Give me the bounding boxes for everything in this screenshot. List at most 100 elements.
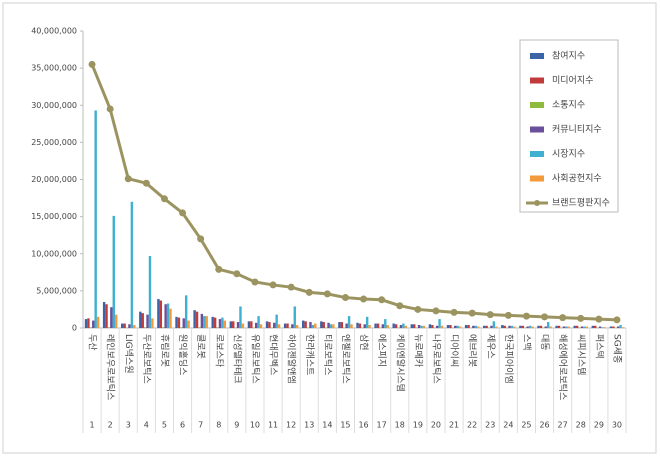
bar <box>539 325 543 328</box>
bar <box>239 306 242 328</box>
x-tick-label: 스맥 <box>521 334 532 351</box>
bar <box>268 322 271 328</box>
bar <box>394 324 398 328</box>
bar <box>133 325 136 328</box>
bar <box>286 323 289 328</box>
bar <box>322 322 325 328</box>
bar <box>573 325 576 328</box>
bar <box>454 325 457 328</box>
bar <box>166 303 170 328</box>
bar <box>446 325 450 328</box>
rank-label: 15 <box>340 421 350 430</box>
legend-label: 브랜드평판지수 <box>552 198 610 209</box>
bar <box>598 326 602 328</box>
x-tick-label: 해성에어로보틱스 <box>557 334 569 400</box>
bar <box>94 110 97 328</box>
y-tick-label: 40,000,000 <box>31 27 77 36</box>
x-tick-label: 에스피지 <box>376 334 387 367</box>
x-tick-label: 퍼스텍 <box>593 334 604 359</box>
bar <box>114 314 118 328</box>
bar <box>143 327 147 328</box>
rank-label: 11 <box>268 421 278 430</box>
bar <box>612 326 615 328</box>
rank-label: 25 <box>521 421 531 430</box>
bar <box>467 325 470 328</box>
rank-label: 3 <box>126 421 131 430</box>
line-point <box>414 305 422 313</box>
bar <box>567 326 570 328</box>
bar <box>575 325 579 328</box>
bar <box>184 295 188 328</box>
y-tick-label: 0 <box>72 324 77 333</box>
rank-label: 1 <box>90 421 95 430</box>
line-point <box>486 311 494 319</box>
bar <box>399 325 403 328</box>
x-tick-label: 휴림로봇 <box>159 334 171 367</box>
bar <box>537 325 540 328</box>
bar <box>327 322 330 328</box>
rank-label: 30 <box>612 421 622 430</box>
bar <box>456 325 459 328</box>
bar <box>87 318 90 328</box>
line-point <box>142 179 150 187</box>
x-tick-label: 한라캐스트 <box>304 334 315 375</box>
legend-swatch <box>530 151 544 157</box>
bar <box>273 322 276 328</box>
bar <box>198 327 201 328</box>
line-point <box>305 288 313 296</box>
bar <box>265 321 269 328</box>
bar <box>583 326 586 328</box>
bar <box>619 325 622 328</box>
legend-label: 사회공헌지수 <box>552 173 602 184</box>
bar <box>200 313 204 328</box>
bar <box>365 316 369 328</box>
bar <box>221 317 224 328</box>
bar <box>314 323 317 328</box>
bar <box>130 201 134 328</box>
bar <box>304 321 307 328</box>
x-tick-label: 제우스 <box>485 334 496 359</box>
y-tick-label: 25,000,000 <box>31 138 77 147</box>
bar <box>236 322 240 328</box>
rank-label: 9 <box>234 421 239 430</box>
rank-label: 26 <box>539 421 549 430</box>
line-point <box>124 175 132 183</box>
rank-label: 4 <box>144 421 149 430</box>
bar <box>162 327 165 328</box>
bar <box>449 325 452 328</box>
bar <box>350 324 353 328</box>
bar <box>555 325 558 328</box>
bar <box>521 325 525 328</box>
rank-label: 17 <box>377 421 387 430</box>
line-point <box>323 290 331 298</box>
bar <box>84 319 88 328</box>
bar <box>386 325 389 328</box>
bar <box>392 323 395 328</box>
bar <box>609 326 613 328</box>
x-tick-label: 레인보우로보틱스 <box>105 334 117 400</box>
bar <box>557 325 561 328</box>
bar <box>275 314 278 328</box>
bar <box>621 327 625 328</box>
bar <box>302 320 305 328</box>
bar <box>164 304 167 328</box>
legend-label: 시장지수 <box>552 149 585 160</box>
bar <box>241 323 245 328</box>
x-tick-label: 뉴로메카 <box>412 334 423 367</box>
x-tick-label: 대동 <box>539 334 550 351</box>
bar <box>376 323 380 328</box>
bar <box>320 321 323 328</box>
bar <box>295 325 299 328</box>
bar <box>105 304 108 328</box>
rank-label: 24 <box>503 421 513 430</box>
y-tick-label: 15,000,000 <box>31 212 77 221</box>
legend-swatch <box>530 77 544 84</box>
rank-label: 10 <box>250 421 260 430</box>
legend-swatch <box>530 53 544 59</box>
bar <box>141 313 144 328</box>
bar <box>159 300 163 328</box>
bar <box>594 325 597 328</box>
legend-label: 커뮤니티지수 <box>552 124 602 135</box>
bar <box>232 321 235 328</box>
